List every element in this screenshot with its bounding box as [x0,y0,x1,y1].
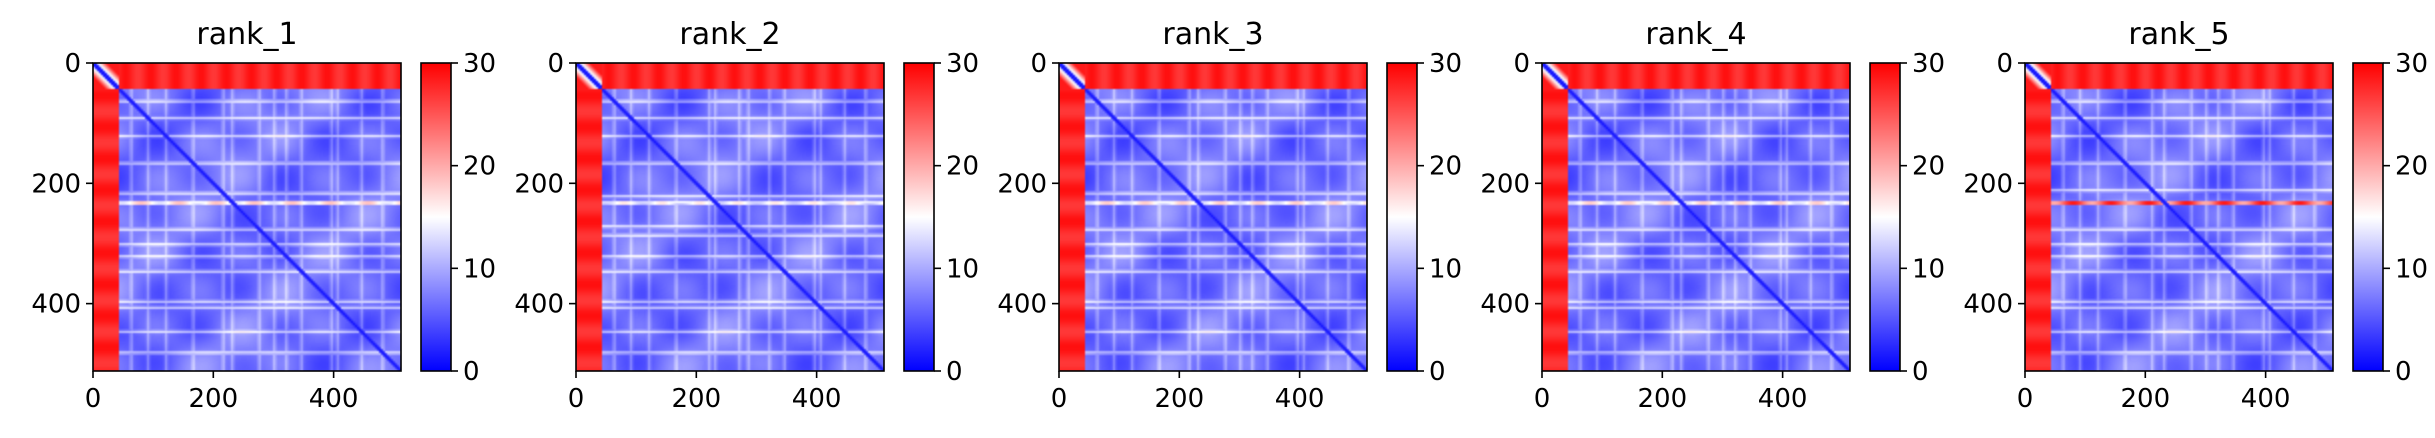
y-tick-label: 0 [1030,49,1047,79]
colorbar-tick-label: 10 [463,254,496,284]
colorbar-tick-label: 0 [2395,357,2412,387]
y-tick-label: 200 [31,169,81,199]
colorbar-tick-label: 20 [1429,152,1462,182]
axes-frame [575,62,885,372]
x-tick-label: 200 [1154,384,1204,414]
y-tick-label: 0 [1996,49,2013,79]
colorbar-tick-label: 0 [1912,357,1929,387]
colorbar-frame [1386,62,1418,372]
colorbar [1387,63,1417,371]
axes-frame [1541,62,1851,372]
colorbar-tick-label: 0 [1429,357,1446,387]
colorbar-tick-label: 30 [1912,49,1945,79]
colorbar-frame [2352,62,2384,372]
panel-title: rank_1 [196,17,297,52]
y-tick-label: 0 [1513,49,1530,79]
heatmap-image [1542,63,1850,371]
y-tick-label: 200 [514,169,564,199]
y-tick-label: 200 [1963,169,2013,199]
panel-title: rank_2 [679,17,780,52]
x-tick-label: 400 [792,384,842,414]
y-tick-label: 0 [547,49,564,79]
colorbar-tick-label: 0 [946,357,963,387]
colorbar-tick-label: 10 [946,254,979,284]
panel-title: rank_4 [1645,17,1746,52]
y-tick-label: 400 [1963,290,2013,320]
colorbar [904,63,934,371]
y-tick-label: 400 [997,290,1047,320]
x-tick-label: 0 [1534,384,1551,414]
colorbar-tick-label: 20 [946,152,979,182]
x-tick-label: 400 [309,384,359,414]
colorbar-tick-label: 10 [1429,254,1462,284]
y-tick-label: 400 [31,290,81,320]
x-tick-label: 400 [1758,384,1808,414]
x-tick-label: 400 [2241,384,2291,414]
x-tick-label: 0 [1051,384,1068,414]
x-tick-label: 200 [188,384,238,414]
axes-frame [1058,62,1368,372]
colorbar [2353,63,2383,371]
colorbar [421,63,451,371]
heatmap-image [2025,63,2333,371]
heatmap-panel-5: rank_5 0 200 400 0 200 400 0 10 20 30 [1963,17,2428,414]
colorbar-tick-label: 10 [2395,254,2428,284]
x-tick-label: 200 [671,384,721,414]
panel-title: rank_3 [1162,17,1263,52]
heatmap-image [93,63,401,371]
y-tick-label: 0 [64,49,81,79]
y-tick-label: 400 [1480,290,1530,320]
heatmap-image [1059,63,1367,371]
colorbar-frame [1869,62,1901,372]
axes-frame [92,62,402,372]
colorbar-tick-label: 30 [2395,49,2428,79]
heatmap-panel-4: rank_4 0 200 400 0 200 400 0 10 20 30 [1480,17,1945,414]
y-tick-label: 400 [514,290,564,320]
colorbar-tick-label: 20 [1912,152,1945,182]
x-tick-label: 0 [568,384,585,414]
colorbar [1870,63,1900,371]
x-tick-label: 200 [2120,384,2170,414]
colorbar-tick-label: 30 [1429,49,1462,79]
colorbar-frame [420,62,452,372]
colorbar-frame [903,62,935,372]
heatmap-panel-1: rank_1 0 200 400 0 200 400 0 10 20 30 [31,17,496,414]
x-tick-label: 400 [1275,384,1325,414]
colorbar-tick-label: 0 [463,357,480,387]
heatmap-image [576,63,884,371]
x-tick-label: 0 [85,384,102,414]
colorbar-tick-label: 10 [1912,254,1945,284]
colorbar-tick-label: 20 [2395,152,2428,182]
x-tick-label: 200 [1637,384,1687,414]
heatmap-panel-2: rank_2 0 200 400 0 200 400 0 10 20 30 [514,17,979,414]
x-tick-label: 0 [2017,384,2034,414]
colorbar-tick-label: 30 [463,49,496,79]
panel-title: rank_5 [2128,17,2229,52]
colorbar-tick-label: 20 [463,152,496,182]
colorbar-tick-label: 30 [946,49,979,79]
heatmap-panel-3: rank_3 0 200 400 0 200 400 0 10 20 30 [997,17,1462,414]
axes-frame [2024,62,2334,372]
y-tick-label: 200 [1480,169,1530,199]
y-tick-label: 200 [997,169,1047,199]
